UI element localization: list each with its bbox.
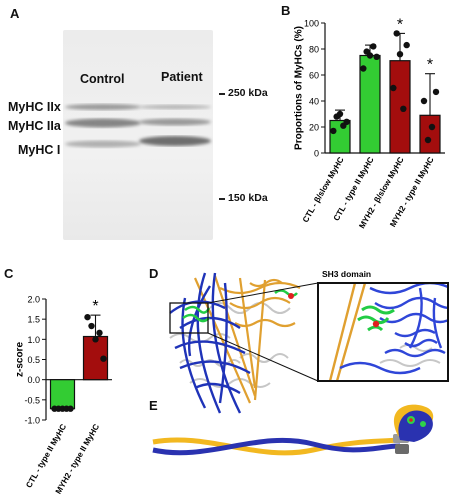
data-point xyxy=(366,52,374,59)
bar xyxy=(419,114,441,154)
panel-label-a: A xyxy=(10,6,20,21)
y-tick-label: 0.0 xyxy=(27,375,40,385)
y-tick-label: -0.5 xyxy=(24,395,40,405)
marker-tick-250 xyxy=(219,93,225,95)
data-point xyxy=(373,53,380,60)
band-patient-iia xyxy=(139,118,211,126)
myosin-schematic xyxy=(152,404,434,456)
y-axis-label: Proportions of MyHCs (%) xyxy=(294,26,305,150)
data-point xyxy=(393,30,400,37)
data-point xyxy=(100,355,107,362)
data-point xyxy=(424,136,432,144)
marker-label-250: 250 kDa xyxy=(228,87,268,99)
data-point xyxy=(336,110,344,118)
panel-label-e: E xyxy=(149,398,158,413)
zoom-box xyxy=(169,302,209,334)
gel-bands xyxy=(65,104,211,148)
data-point xyxy=(420,97,428,105)
data-point xyxy=(92,336,99,343)
inset-title: SH3 domain xyxy=(322,269,371,279)
lane-label-patient: Patient xyxy=(161,70,203,84)
y-tick-label: 20 xyxy=(309,123,319,133)
data-point xyxy=(343,118,350,126)
y-tick-label: 1.0 xyxy=(27,335,40,345)
data-point xyxy=(96,329,103,337)
data-point xyxy=(400,105,407,113)
data-point xyxy=(390,84,397,92)
band-control-i xyxy=(65,140,141,148)
y-tick-label: 2.0 xyxy=(27,295,40,305)
data-point xyxy=(67,405,74,412)
band-label-iix: MyHC IIx xyxy=(8,100,61,114)
y-tick-label: 1.5 xyxy=(27,315,40,325)
band-patient-iix xyxy=(139,104,211,110)
data-point xyxy=(403,41,410,49)
y-tick-label: 60 xyxy=(309,71,319,81)
western-blot-gel: Control Patient xyxy=(63,30,213,240)
data-point xyxy=(360,65,367,72)
band-label-i: MyHC I xyxy=(18,143,61,157)
significance-marker: * xyxy=(92,298,98,315)
bar xyxy=(329,119,351,154)
bar xyxy=(389,60,411,154)
y-tick-label: 100 xyxy=(304,19,319,29)
band-control-iia xyxy=(65,118,141,128)
panel-label-b: B xyxy=(281,3,291,18)
y-tick-label: 0.5 xyxy=(27,355,40,365)
bar xyxy=(49,379,76,410)
marker-tick-150 xyxy=(219,198,225,200)
band-patient-i xyxy=(139,136,211,146)
protein-structure: SH3 domain xyxy=(169,269,449,414)
band-control-iix xyxy=(65,104,141,110)
panel-label-d: D xyxy=(149,266,159,281)
data-point xyxy=(84,313,91,321)
data-point xyxy=(432,88,440,96)
band-label-iia: MyHC IIa xyxy=(8,119,61,133)
y-tick-label: 80 xyxy=(309,45,319,55)
y-tick-label: 0 xyxy=(314,149,319,159)
y-tick-label: 40 xyxy=(309,97,319,107)
data-point xyxy=(396,51,404,58)
lane-label-control: Control xyxy=(80,72,125,86)
marker-label-150: 150 kDa xyxy=(228,192,268,204)
y-tick-label: -1.0 xyxy=(24,416,40,426)
significance-marker: * xyxy=(427,57,433,74)
data-point xyxy=(370,43,377,50)
panel-label-c: C xyxy=(4,266,14,281)
y-axis-label: z-score xyxy=(15,342,26,377)
data-point xyxy=(428,123,436,131)
inset-frame xyxy=(317,282,449,382)
data-point xyxy=(88,322,95,330)
data-point xyxy=(330,127,337,135)
significance-marker: * xyxy=(397,16,403,33)
